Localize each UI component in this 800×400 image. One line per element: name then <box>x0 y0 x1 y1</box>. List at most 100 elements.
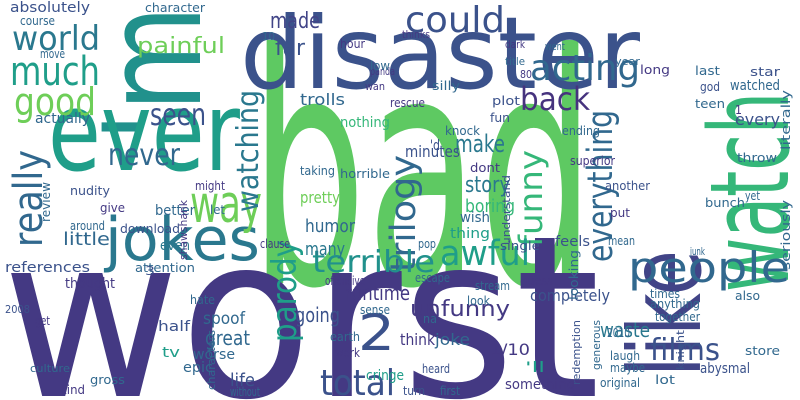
word: pretty <box>300 188 340 207</box>
word: total <box>320 363 395 400</box>
word: worse <box>193 347 235 363</box>
word: parody <box>265 240 305 342</box>
word: jokes <box>103 205 260 275</box>
word: great <box>205 326 250 350</box>
word: without <box>230 385 260 399</box>
word: trolls <box>300 90 345 109</box>
word: awful <box>440 234 530 274</box>
word: around <box>70 219 105 233</box>
word: going <box>295 303 340 327</box>
word: heard <box>422 362 450 376</box>
word: junk <box>689 245 705 258</box>
word: seen <box>150 98 206 133</box>
word: plot <box>492 94 520 108</box>
word: joke <box>434 330 470 349</box>
word: seriously <box>779 200 793 270</box>
word: nothing <box>340 115 390 131</box>
word: acting <box>530 48 640 89</box>
word: spoof <box>203 309 246 329</box>
word: also <box>735 289 760 303</box>
word: tv <box>162 345 180 361</box>
word: star <box>750 65 780 79</box>
word: ever <box>48 68 241 196</box>
word: bad <box>250 0 595 359</box>
word: hate <box>190 293 215 307</box>
word: films <box>650 333 720 368</box>
word: dark <box>505 38 526 51</box>
word: move <box>40 47 65 61</box>
word: get <box>35 314 50 328</box>
word: culture <box>30 362 70 375</box>
word: literally <box>779 90 793 150</box>
word: earth <box>330 330 360 344</box>
word: gross <box>90 373 125 387</box>
word: stream <box>475 279 510 293</box>
word: even <box>160 238 190 254</box>
word: minutes <box>405 142 460 161</box>
word: original <box>600 376 640 390</box>
word: story <box>465 173 510 198</box>
word: look <box>467 294 490 308</box>
word: wan <box>365 80 385 93</box>
word: 80 <box>520 68 532 81</box>
word: another <box>605 179 650 193</box>
word: people <box>628 243 790 292</box>
word: thing <box>450 226 490 242</box>
word: maybe <box>610 361 645 375</box>
word: back <box>520 80 590 118</box>
word: everything <box>581 110 621 262</box>
word: 1/10 <box>490 340 530 359</box>
word: better <box>155 203 195 219</box>
word: kind <box>60 383 85 397</box>
word: epic <box>183 360 213 376</box>
word: completely <box>530 286 610 305</box>
word: cringe <box>366 368 404 384</box>
word: god <box>700 80 720 94</box>
word: teen <box>695 97 725 111</box>
word: half <box>158 319 191 335</box>
word: 2 <box>358 304 395 362</box>
word: might <box>195 179 225 193</box>
word: lot <box>655 373 675 387</box>
word: store <box>745 344 780 358</box>
word: let <box>210 203 225 217</box>
word: absolutely <box>10 0 90 16</box>
word: low <box>370 59 390 73</box>
word: guess <box>520 274 553 288</box>
word: offensive <box>325 274 365 288</box>
word: escape <box>415 271 450 285</box>
word: terrible <box>312 245 435 280</box>
word: feels <box>555 234 590 250</box>
word: ending <box>562 124 600 138</box>
word: last <box>695 64 720 78</box>
word: attention <box>135 261 195 275</box>
word: think <box>400 330 436 349</box>
word: bunch <box>705 196 745 210</box>
word: anything <box>650 297 700 311</box>
word: watch <box>686 92 800 292</box>
word: 2010 <box>607 326 630 340</box>
word: painful <box>137 34 225 59</box>
word: thinks <box>402 28 430 41</box>
word: silly <box>432 79 460 93</box>
word: made <box>270 9 320 34</box>
word: download <box>120 222 180 236</box>
word: like <box>607 250 724 377</box>
word: abysmal <box>700 361 750 377</box>
word: hour <box>340 37 365 51</box>
word: give <box>100 201 125 215</box>
word: 1 <box>735 103 742 117</box>
word: dont <box>470 161 500 175</box>
word: boring <box>465 196 515 217</box>
word: course <box>20 14 55 28</box>
word: laugh <box>610 349 640 363</box>
word: disaster <box>240 0 641 112</box>
word: redemption <box>570 320 583 385</box>
word: many <box>305 239 345 260</box>
word: humor <box>305 216 356 237</box>
word: good <box>14 80 96 124</box>
word: yet <box>745 189 760 203</box>
word: every <box>735 110 780 129</box>
word: watched <box>730 78 780 94</box>
